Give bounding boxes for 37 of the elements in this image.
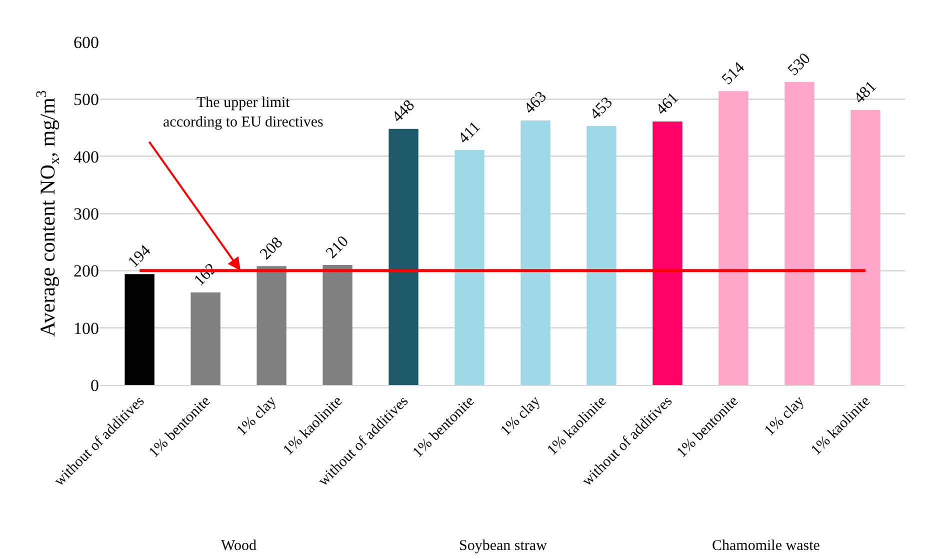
data-label: 481	[850, 78, 880, 108]
bar	[256, 266, 286, 385]
y-tick-label: 0	[90, 376, 99, 395]
y-tick-label: 300	[74, 204, 99, 224]
bar	[784, 82, 814, 385]
data-label: 194	[125, 242, 154, 272]
data-label: 463	[521, 88, 550, 118]
bar	[520, 120, 550, 385]
bar	[454, 150, 484, 385]
bar	[388, 128, 418, 385]
y-tick-label: 200	[74, 262, 99, 281]
bar	[190, 292, 220, 385]
data-label: 461	[652, 89, 682, 118]
ref-line-label: The upper limit according to EU directives	[163, 95, 324, 130]
bar	[718, 91, 748, 385]
text: Chamomile waste	[712, 538, 820, 554]
text: Wood	[221, 538, 257, 554]
y-tick-label: 500	[74, 90, 99, 110]
y-tick-label: 100	[74, 318, 99, 338]
x-tick-label: 1% clay	[762, 392, 808, 440]
data-label: 530	[784, 50, 814, 80]
bar	[850, 110, 880, 385]
data-label: 514	[718, 59, 748, 88]
y-tick-label: 600	[74, 32, 99, 52]
bar	[586, 126, 616, 385]
y-tick-label: 400	[74, 147, 99, 166]
text: Soybean straw	[459, 538, 548, 554]
x-tick-label: 1% clay	[498, 392, 544, 440]
bar	[124, 274, 154, 385]
data-label: 208	[257, 234, 286, 264]
bar	[322, 264, 352, 385]
x-tick-label: 1% clay	[234, 392, 280, 440]
data-label: 210	[323, 232, 352, 262]
data-label: 411	[455, 118, 484, 148]
bar	[652, 121, 682, 385]
data-label: 448	[389, 96, 418, 126]
data-label: 453	[586, 94, 616, 124]
